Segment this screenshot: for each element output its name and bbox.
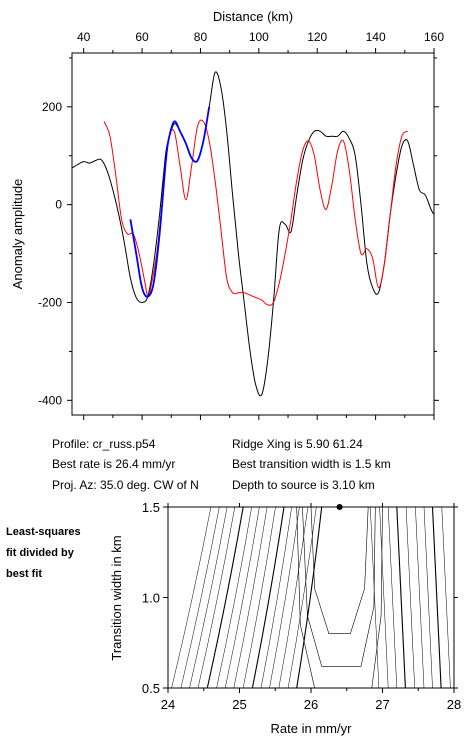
contour-lines (171, 506, 451, 689)
contour-line (242, 506, 276, 689)
info-proj-az: Proj. Az: 35.0 deg. CW of N (52, 478, 199, 492)
info-best-rate: Best rate is 26.4 mm/yr (52, 457, 176, 471)
profile-x-tick-label: 80 (194, 30, 208, 44)
contour-line (233, 506, 268, 689)
contour-line (302, 506, 376, 667)
contour-line (216, 506, 252, 689)
model-profile-line (103, 119, 409, 306)
contour-y-tick-label: 0.5 (142, 681, 160, 696)
contour-line (371, 506, 383, 689)
side-note-line-2: fit divided by (6, 547, 74, 559)
contour-plot-frame (167, 506, 455, 689)
contour-line (171, 506, 212, 689)
profile-y-tick-label: 200 (42, 100, 62, 114)
contour-line (379, 506, 389, 689)
contour-line (180, 506, 220, 689)
contour-line (287, 506, 317, 689)
profile-x-tick-label: 140 (366, 30, 386, 44)
contour-line (224, 506, 260, 689)
contour-line (387, 506, 398, 689)
info-ridge-xing: Ridge Xing is 5.90 61.24 (232, 437, 363, 451)
contour-line (431, 506, 442, 689)
contour-x-tick-label: 25 (232, 697, 246, 712)
contour-chart: 24 25 26 27 28 0.5 1.0 1.5 Rate in mm/yr Trans… (109, 500, 461, 736)
contour-line (296, 506, 315, 689)
profile-chart: Distance (km) Anomaly amplitude 40 60 80 10… (10, 9, 444, 420)
contour-y-axis-title: Transition width in km (109, 535, 124, 660)
profile-x-tick-label: 120 (307, 30, 327, 44)
profile-y-axis-title: Anomaly amplitude (10, 179, 25, 290)
profile-series (71, 71, 435, 397)
contour-line (310, 506, 369, 634)
contour-line (206, 506, 244, 689)
contour-line (251, 506, 285, 689)
best-fit-marker (336, 504, 343, 510)
info-depth: Depth to source is 3.10 km (232, 478, 375, 492)
contour-y-tick-label: 1.0 (142, 591, 160, 606)
contour-x-tick-label: 28 (447, 697, 461, 712)
profile-y-ticks: 200 0 -200 -400 (38, 57, 439, 407)
contour-line (197, 506, 236, 689)
contour-y-tick-label: 1.5 (142, 500, 160, 515)
contour-line (296, 506, 323, 689)
info-best-width: Best transition width is 1.5 km (232, 457, 391, 471)
contour-x-tick-label: 27 (375, 697, 389, 712)
profile-x-tick-label: 160 (424, 30, 444, 44)
fitted-segment-line (129, 106, 211, 298)
profile-y-tick-label: -400 (38, 393, 62, 407)
observed-profile-line (71, 71, 435, 397)
contour-line (405, 506, 415, 689)
contour-x-tick-label: 26 (304, 697, 318, 712)
contour-y-ticks: 0.5 1.0 1.5 (142, 500, 458, 696)
side-note: Least-squares fit divided by best fit (6, 522, 81, 585)
contour-x-tick-label: 24 (161, 697, 175, 712)
contour-line (260, 506, 292, 689)
contour-line (396, 506, 406, 689)
contour-x-axis-title: Rate in mm/yr (271, 721, 353, 736)
side-note-line-1: Least-squares (6, 526, 81, 538)
profile-y-tick-label: -200 (38, 295, 62, 309)
contour-x-ticks: 24 25 26 27 28 (161, 503, 461, 712)
contour-line (370, 506, 380, 689)
profile-plot-frame (71, 52, 435, 416)
profile-x-tick-label: 100 (249, 30, 269, 44)
profile-y-tick-label: 0 (55, 198, 62, 212)
profile-x-tick-label: 40 (77, 30, 91, 44)
contour-line (278, 506, 309, 689)
contour-line (189, 506, 228, 689)
profile-x-tick-label: 60 (135, 30, 149, 44)
contour-line (423, 506, 433, 689)
side-note-line-3: best fit (6, 568, 43, 580)
info-profile: Profile: cr_russ.p54 (52, 437, 156, 451)
profile-x-axis-title: Distance (km) (213, 9, 293, 24)
contour-line (441, 506, 451, 689)
profile-x-ticks: 40 60 80 100 120 140 160 (77, 30, 444, 420)
contour-line (269, 506, 300, 689)
contour-line (415, 506, 425, 689)
